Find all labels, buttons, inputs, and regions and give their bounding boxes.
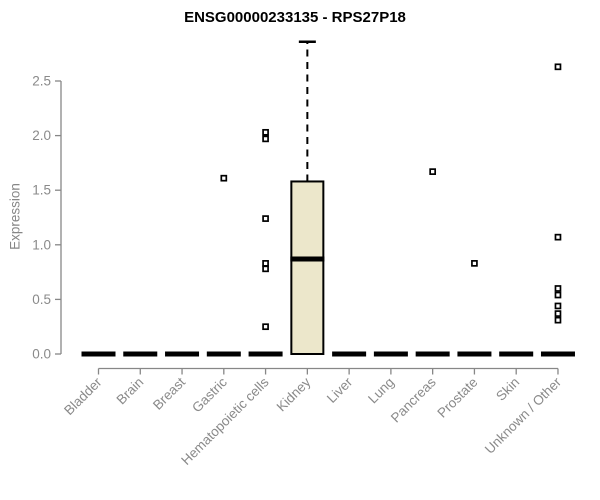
outlier-point — [429, 168, 437, 175]
x-tick-label: Breast — [150, 374, 188, 412]
x-tick-label: Liver — [324, 374, 356, 406]
outlier-point — [554, 310, 562, 317]
x-tick-label: Pancreas — [388, 374, 439, 425]
chart-title: ENSG00000233135 - RPS27P18 — [184, 9, 406, 26]
outlier-point — [471, 260, 478, 267]
median-line — [499, 351, 534, 357]
outlier-point — [554, 316, 562, 324]
outlier-point — [554, 63, 562, 71]
y-tick-label: 2.0 — [32, 128, 51, 143]
y-tick-label: 1.0 — [32, 237, 51, 252]
median-line — [165, 351, 200, 357]
box-iqr — [290, 180, 325, 355]
median-line — [415, 351, 450, 357]
x-tick-label: Brain — [113, 375, 146, 408]
median-line — [373, 351, 408, 357]
x-tick-label: Gastric — [189, 374, 230, 415]
median-line — [81, 351, 116, 357]
y-tick-label: 0.0 — [32, 347, 51, 362]
outlier-point — [262, 323, 269, 331]
outlier-point — [554, 291, 562, 299]
median-line — [248, 351, 283, 357]
y-tick-label: 0.5 — [32, 292, 51, 307]
outlier-point — [554, 302, 562, 310]
x-tick-label: Skin — [493, 375, 522, 404]
median-line — [540, 351, 575, 357]
x-tick-label: Prostate — [434, 375, 480, 421]
y-tick-label: 2.5 — [32, 74, 51, 89]
outlier-point — [220, 174, 228, 182]
outlier-point — [262, 265, 269, 273]
outlier-point — [262, 135, 269, 143]
median-line — [332, 351, 367, 357]
outlier-point — [262, 128, 269, 136]
x-tick-label: Lung — [365, 375, 397, 407]
median-line — [457, 351, 492, 357]
outlier-point — [554, 233, 562, 241]
x-tick-label: Bladder — [61, 374, 105, 418]
outlier-point — [554, 285, 562, 292]
outlier-point — [262, 260, 269, 267]
median-line — [123, 351, 158, 357]
outlier-point — [262, 215, 269, 222]
median-line — [290, 256, 325, 262]
y-tick-label: 1.5 — [32, 183, 51, 198]
median-line — [206, 351, 241, 357]
x-tick-label: Unknown / Other — [482, 374, 565, 457]
x-tick-label: Kidney — [274, 374, 314, 414]
